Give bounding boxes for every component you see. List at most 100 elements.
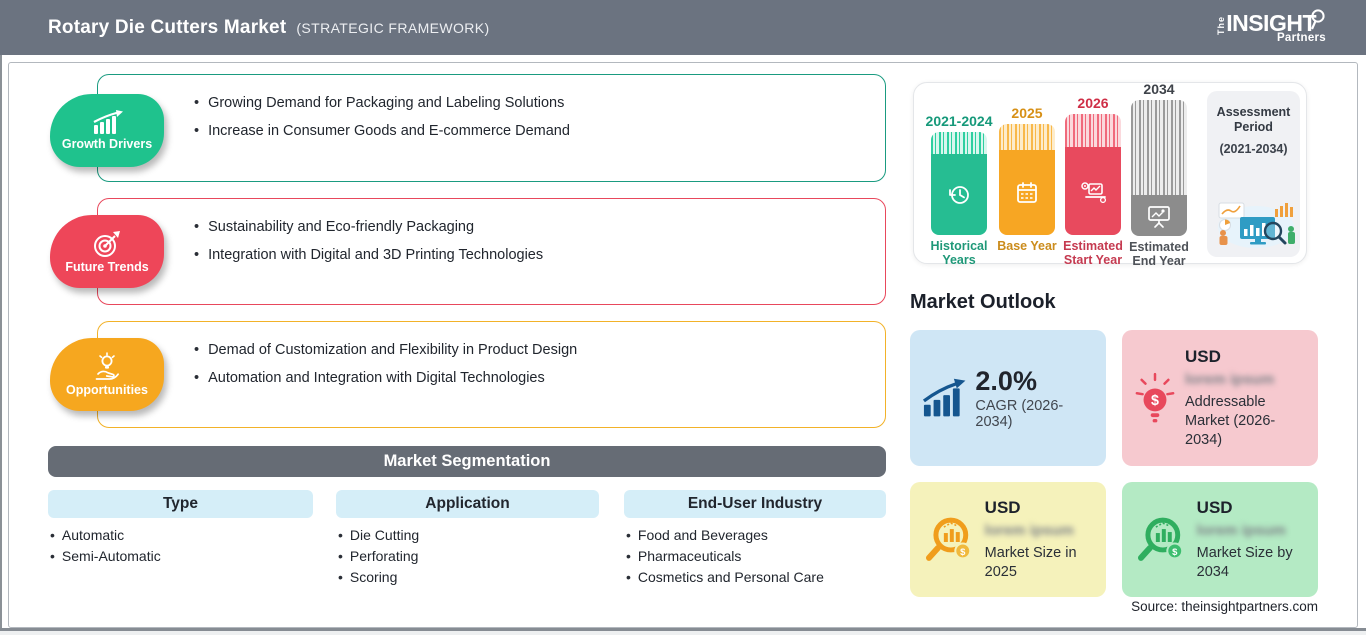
bar-stripe — [1131, 100, 1187, 195]
card-label: Market Size in 2025 — [984, 544, 1077, 580]
list-item: Cosmetics and Personal Care — [626, 567, 824, 588]
badge-label: Growth Drivers — [61, 137, 153, 151]
timeline-bar-historical: 2021-2024 Historical Years — [926, 113, 993, 267]
list-item: Food and Beverages — [626, 525, 824, 546]
svg-text:$: $ — [960, 546, 966, 557]
bar-caption: Historical Years — [930, 239, 988, 267]
segment-header-end-user: End-User Industry — [624, 490, 886, 518]
estimate-laptop-icon — [1081, 182, 1107, 203]
bullet-item: Growing Demand for Packaging and Labelin… — [194, 96, 861, 111]
card-label: Addressable Market (2026-2034) — [1185, 393, 1276, 448]
bulb-dollar-icon: $ — [1135, 372, 1175, 423]
svg-text:$: $ — [1151, 393, 1159, 409]
magnifier-chart-icon: $ — [925, 517, 972, 561]
bar-caption: Base Year — [997, 239, 1057, 253]
assessment-timeline-card: 2021-2024 Historical Years 2025 — [913, 81, 1307, 267]
segment-list-end-user: Food and Beverages Pharmaceuticals Cosme… — [626, 525, 824, 588]
bar-stripe — [931, 132, 987, 154]
currency-label: USD — [1185, 346, 1221, 366]
page-subtitle: (STRATEGIC FRAMEWORK) — [296, 19, 490, 36]
bullet-item: Demad of Customization and Flexibility i… — [194, 343, 861, 358]
assessment-range: (2021-2034) — [1219, 142, 1288, 156]
bullet-item: Integration with Digital and 3D Printing… — [194, 248, 861, 263]
bar-caption: Estimated End Year — [1129, 240, 1189, 268]
bar-solid — [931, 154, 987, 235]
list-item: Die Cutting — [338, 525, 419, 546]
addressable-market-card: $ USD lorem ipsum Addressable Market (20… — [1122, 330, 1318, 466]
timeline-bar-base: 2025 Base Year — [997, 105, 1057, 254]
growth-drivers-list: Growing Demand for Packaging and Labelin… — [98, 75, 885, 139]
market-size-2034-card: $ USD lorem ipsum Market Size by 2034 — [1122, 482, 1318, 597]
year-label: 2034 — [1143, 81, 1175, 97]
cagr-card: 2.0% CAGR (2026-2034) — [910, 330, 1106, 466]
logo-the-text: The — [1216, 15, 1227, 35]
magnifier-chart-icon: $ — [1137, 517, 1184, 561]
bullet-item: Increase in Consumer Goods and E-commerc… — [194, 124, 861, 139]
calendar-icon — [1017, 181, 1037, 203]
year-label: 2026 — [1077, 95, 1109, 111]
badge-label: Opportunities — [66, 383, 148, 397]
brand-logo: The INSIGHT Partners — [1216, 8, 1326, 44]
opportunities-box: Demad of Customization and Flexibility i… — [97, 321, 886, 428]
list-item: Semi-Automatic — [50, 546, 161, 567]
blurred-value: lorem ipsum — [1185, 370, 1275, 388]
segment-header-application: Application — [336, 490, 599, 518]
svg-text:$: $ — [1172, 546, 1178, 557]
content-frame — [8, 62, 1358, 628]
year-label: 2021-2024 — [925, 113, 993, 129]
bullet-item: Automation and Integration with Digital … — [194, 371, 861, 386]
header-bar: Rotary Die Cutters Market (STRATEGIC FRA… — [0, 0, 1366, 55]
segment-list-application: Die Cutting Perforating Scoring — [338, 525, 419, 588]
bullet-item: Sustainability and Eco-friendly Packagin… — [194, 220, 861, 235]
bar-solid — [1131, 195, 1187, 236]
bar-caption: Estimated Start Year — [1063, 239, 1123, 267]
list-item: Perforating — [338, 546, 419, 567]
year-label: 2025 — [1011, 105, 1043, 121]
left-edge — [0, 55, 2, 635]
assessment-period-panel: Assessment Period (2021-2034) — [1207, 91, 1300, 257]
cagr-label: CAGR (2026-2034) — [975, 398, 1064, 430]
blurred-value: lorem ipsum — [984, 521, 1074, 539]
blurred-value: lorem ipsum — [1196, 521, 1286, 539]
cagr-chart-icon — [922, 378, 966, 417]
header-title-group: Rotary Die Cutters Market (STRATEGIC FRA… — [48, 17, 490, 39]
opportunities-list: Demad of Customization and Flexibility i… — [98, 322, 885, 386]
segment-list-type: Automatic Semi-Automatic — [50, 525, 161, 567]
growth-drivers-badge: Growth Drivers — [50, 94, 164, 167]
logo-right: INSIGHT Partners — [1226, 8, 1326, 44]
timeline-bar-end: 2034 Estimated End Year — [1129, 81, 1189, 268]
history-clock-icon — [949, 185, 969, 204]
market-outlook-heading: Market Outlook — [910, 291, 1056, 313]
growth-chart-icon — [92, 110, 123, 134]
target-icon — [94, 231, 120, 257]
bar-solid — [1065, 147, 1121, 235]
logo-insight-text: INSIGHT — [1226, 9, 1316, 36]
future-trends-badge: Future Trends — [50, 215, 164, 288]
analytics-illustration — [1217, 202, 1295, 248]
bar-stripe — [1065, 114, 1121, 147]
list-item: Scoring — [338, 567, 419, 588]
growth-drivers-box: Growing Demand for Packaging and Labelin… — [97, 74, 886, 182]
bulb-hand-icon — [95, 352, 119, 380]
bar-stripe — [999, 124, 1055, 150]
card-label: Market Size by 2034 — [1196, 544, 1293, 580]
market-size-2025-card: $ USD lorem ipsum Market Size in 2025 — [910, 482, 1106, 597]
assessment-title: Assessment Period — [1216, 105, 1291, 134]
page-title: Rotary Die Cutters Market — [48, 16, 287, 38]
logo-partners-text: Partners — [1276, 31, 1326, 44]
timeline-bar-start: 2026 Estimated Start Year — [1063, 95, 1123, 267]
opportunities-badge: Opportunities — [50, 338, 164, 411]
magnifier-icon — [1310, 8, 1325, 29]
currency-label: USD — [984, 497, 1021, 517]
presentation-icon — [1148, 205, 1170, 228]
source-attribution: Source: theinsightpartners.com — [1131, 599, 1318, 614]
market-segmentation-header: Market Segmentation — [48, 446, 886, 477]
list-item: Automatic — [50, 525, 161, 546]
segment-header-type: Type — [48, 490, 313, 518]
future-trends-box: Sustainability and Eco-friendly Packagin… — [97, 198, 886, 305]
bottom-strip-dark — [0, 628, 1366, 631]
badge-label: Future Trends — [65, 260, 149, 274]
cagr-value: 2.0% — [975, 366, 1037, 396]
list-item: Pharmaceuticals — [626, 546, 824, 567]
